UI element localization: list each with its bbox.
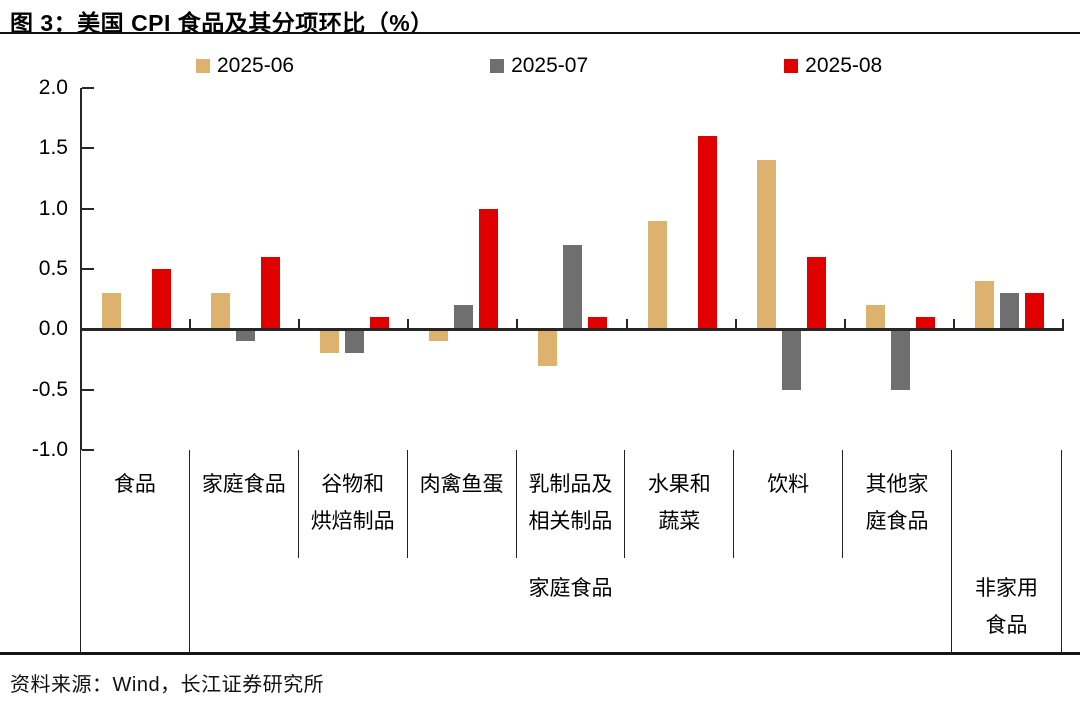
bar-2025-08 bbox=[1024, 293, 1044, 330]
category-tick-mark bbox=[843, 319, 846, 330]
bar-2025-07 bbox=[890, 329, 910, 390]
title-underline bbox=[0, 32, 1080, 34]
bar-2025-08 bbox=[806, 256, 826, 330]
y-tick-label: 1.0 bbox=[38, 196, 68, 220]
legend-swatch-icon bbox=[784, 59, 799, 73]
bar-2025-06 bbox=[211, 293, 231, 330]
bar-2025-06 bbox=[102, 293, 122, 330]
bar-group-5 bbox=[518, 88, 627, 450]
y-tick-mark bbox=[82, 268, 94, 270]
y-tick-mark bbox=[82, 207, 94, 210]
category-tick-mark bbox=[298, 319, 301, 330]
category-group-cell bbox=[81, 558, 190, 652]
category-axis: 食品 家庭食品 谷物和 烘焙制品 肉禽鱼蛋 乳制品及 相关制品 水果和 蔬菜 饮料 其他家 庭… bbox=[80, 450, 1062, 652]
category-cell: 谷物和 烘焙制品 bbox=[299, 450, 408, 558]
y-axis-labels: 2.0 1.5 1.0 0.5 0.0 -0.5 -1.0 bbox=[8, 76, 68, 461]
y-tick-mark bbox=[82, 449, 94, 451]
y-tick-label: -1.0 bbox=[31, 438, 68, 461]
y-tick-label: 2.0 bbox=[38, 76, 68, 99]
source-note: 资料来源：Wind，长江证券研究所 bbox=[10, 674, 325, 696]
bar-group-9 bbox=[955, 88, 1064, 450]
bar-2025-06 bbox=[865, 305, 885, 330]
bar-2025-07 bbox=[454, 305, 474, 330]
bar-2025-08 bbox=[697, 136, 717, 330]
chart-title: 图 3：美国 CPI 食品及其分项环比（%） bbox=[10, 10, 434, 36]
legend-swatch-icon bbox=[196, 59, 210, 73]
category-cell: 肉禽鱼蛋 bbox=[408, 450, 517, 558]
category-group-row: 家庭食品 非家用 食品 bbox=[81, 558, 1061, 652]
bar-2025-07 bbox=[236, 329, 256, 342]
bar-2025-08 bbox=[588, 317, 608, 330]
category-tick-mark bbox=[952, 319, 955, 330]
category-cell: 水果和 蔬菜 bbox=[625, 450, 735, 558]
bar-2025-07 bbox=[563, 244, 583, 330]
legend-item-2025-08: 2025-08 bbox=[784, 54, 882, 78]
category-tick-mark bbox=[734, 319, 737, 330]
category-tick-mark bbox=[1062, 319, 1064, 330]
bar-group-4 bbox=[409, 88, 518, 450]
category-tick-mark bbox=[407, 319, 410, 330]
category-tick-mark bbox=[189, 319, 192, 330]
footer-rule bbox=[0, 652, 1080, 655]
category-tick-mark bbox=[516, 319, 519, 330]
legend: 2025-06 2025-07 2025-08 bbox=[196, 54, 882, 78]
bar-group-2 bbox=[191, 88, 300, 450]
legend-item-2025-06: 2025-06 bbox=[196, 54, 294, 78]
y-tick-label: 0.5 bbox=[38, 257, 68, 280]
y-tick-label: 0.0 bbox=[38, 317, 68, 341]
category-row: 食品 家庭食品 谷物和 烘焙制品 肉禽鱼蛋 乳制品及 相关制品 水果和 蔬菜 饮料 其他家 庭… bbox=[81, 450, 1061, 558]
plot-area bbox=[80, 87, 1064, 451]
category-group-cell: 家庭食品 bbox=[190, 558, 953, 652]
y-tick-label: -0.5 bbox=[31, 377, 68, 401]
category-cell: 其他家 庭食品 bbox=[843, 450, 952, 558]
y-tick-mark bbox=[82, 147, 94, 150]
bar-2025-06 bbox=[974, 281, 994, 330]
category-cell bbox=[952, 450, 1061, 558]
bar-group-7 bbox=[737, 88, 846, 450]
category-cell: 家庭食品 bbox=[190, 450, 299, 558]
bar-2025-06 bbox=[647, 220, 667, 330]
bar-group-3 bbox=[300, 88, 409, 450]
y-tick-label: 1.5 bbox=[38, 136, 68, 160]
category-cell: 饮料 bbox=[734, 450, 844, 558]
x-axis-line bbox=[82, 328, 1064, 332]
bar-group-8 bbox=[846, 88, 955, 450]
category-group-cell: 非家用 食品 bbox=[975, 577, 1039, 637]
bar-2025-08 bbox=[915, 317, 935, 330]
legend-label: 2025-08 bbox=[805, 54, 883, 77]
category-tick-mark bbox=[625, 319, 628, 330]
category-cell: 乳制品及 相关制品 bbox=[517, 450, 626, 558]
y-tick-mark bbox=[82, 87, 94, 89]
bar-2025-07 bbox=[781, 329, 801, 390]
bar-2025-07 bbox=[999, 293, 1019, 330]
bar-2025-06 bbox=[429, 329, 449, 342]
bar-2025-07 bbox=[345, 329, 365, 354]
bar-2025-06 bbox=[756, 160, 776, 330]
category-cell: 食品 bbox=[81, 450, 190, 558]
bar-2025-08 bbox=[261, 256, 281, 330]
bar-2025-08 bbox=[370, 317, 390, 330]
legend-label: 2025-06 bbox=[217, 54, 295, 77]
y-tick-mark bbox=[82, 388, 94, 391]
bar-2025-06 bbox=[320, 329, 340, 354]
bar-group-6 bbox=[628, 88, 737, 450]
bar-2025-06 bbox=[538, 329, 558, 366]
legend-label: 2025-07 bbox=[511, 54, 589, 77]
bar-2025-08 bbox=[479, 208, 499, 330]
bar-2025-08 bbox=[152, 269, 172, 330]
legend-swatch-icon bbox=[490, 59, 505, 73]
legend-item-2025-07: 2025-07 bbox=[490, 54, 588, 78]
bar-group-1 bbox=[82, 88, 191, 450]
